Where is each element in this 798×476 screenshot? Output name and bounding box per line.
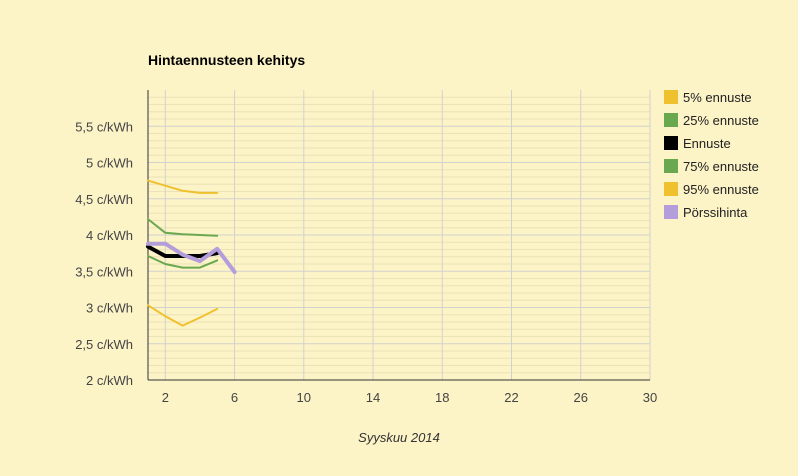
x-tick-label: 14	[366, 390, 380, 405]
series-line-1	[147, 304, 219, 327]
series-line-4	[147, 218, 219, 237]
series-line-6	[146, 241, 237, 274]
y-tick-label: 2,5 c/kWh	[75, 337, 133, 352]
x-tick-label: 10	[297, 390, 311, 405]
y-tick-label: 5,5 c/kWh	[75, 119, 133, 134]
legend-swatch	[664, 159, 678, 173]
y-tick-label: 2 c/kWh	[86, 373, 133, 388]
legend-swatch	[664, 90, 678, 104]
legend-label: Pörssihinta	[683, 205, 748, 220]
x-tick-label: 6	[231, 390, 238, 405]
series-line-2	[147, 255, 219, 269]
x-axis-label: Syyskuu 2014	[358, 430, 440, 445]
x-tick-label: 22	[504, 390, 518, 405]
y-tick-label: 4 c/kWh	[86, 228, 133, 243]
legend-label: 95% ennuste	[683, 182, 759, 197]
y-tick-label: 3,5 c/kWh	[75, 264, 133, 279]
legend-swatch	[664, 182, 678, 196]
legend-label: 75% ennuste	[683, 159, 759, 174]
x-tick-label: 30	[643, 390, 657, 405]
legend-label: 5% ennuste	[683, 90, 752, 105]
y-tick-label: 4,5 c/kWh	[75, 192, 133, 207]
legend-swatch	[664, 113, 678, 127]
tick-labels: 2 c/kWh 2,5 c/kWh 3 c/kWh 3,5 c/kWh 4 c/kWh 4…	[75, 119, 657, 405]
grid	[148, 90, 651, 380]
axes	[147, 90, 650, 381]
x-tick-label: 26	[574, 390, 588, 405]
y-tick-label: 3 c/kWh	[86, 301, 133, 316]
series-line-5	[147, 179, 219, 194]
x-tick-label: 18	[435, 390, 449, 405]
legend-swatch	[664, 205, 678, 219]
legend-label: Ennuste	[683, 136, 731, 151]
legend: 5% ennuste 25% ennuste Ennuste 75% ennuste 9…	[664, 90, 759, 220]
x-tick-label: 2	[162, 390, 169, 405]
y-tick-label: 5 c/kWh	[86, 156, 133, 171]
series-lines	[146, 179, 237, 327]
legend-label: 25% ennuste	[683, 113, 759, 128]
legend-swatch	[664, 136, 678, 150]
chart-title: Hintaennusteen kehitys	[148, 52, 305, 68]
